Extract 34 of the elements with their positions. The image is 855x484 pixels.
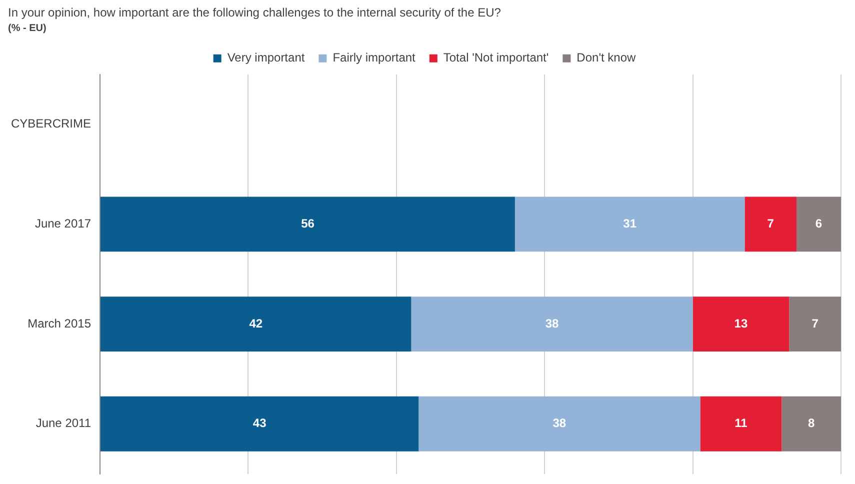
data-label: 7: [767, 216, 774, 230]
legend-label: Total 'Not important': [443, 50, 549, 65]
data-label: 31: [623, 216, 637, 230]
bar: [100, 396, 419, 452]
data-label: 43: [252, 416, 267, 430]
bar: [418, 396, 700, 452]
y-tick-label: June 2011: [36, 416, 92, 430]
legend-label: Fairly important: [332, 50, 416, 65]
data-label: 42: [249, 316, 263, 330]
chart-subtitle: (% - EU): [8, 23, 46, 34]
legend-label: Very important: [227, 50, 306, 65]
y-tick-label: June 2017: [34, 216, 92, 230]
bar: [700, 396, 782, 452]
data-label: 8: [808, 416, 816, 430]
chart-title: In your opinion, how important are the following challenges to the internal security of the EU?: [8, 6, 502, 20]
bar: [692, 296, 790, 352]
legend-label: Don't know: [576, 50, 636, 65]
bar: [514, 196, 745, 252]
bar: [782, 396, 841, 452]
bar: [796, 196, 841, 252]
data-label: 38: [545, 316, 560, 330]
data-label: 56: [301, 216, 315, 230]
bar: [100, 296, 412, 352]
y-tick-label: March 2015: [28, 316, 92, 330]
data-label: 11: [734, 416, 748, 430]
data-label: 6: [815, 216, 822, 230]
bar: [744, 196, 797, 252]
y-tick-label: CYBERCRIME: [10, 116, 92, 131]
data-label: 7: [812, 316, 819, 330]
bar: [100, 196, 515, 252]
data-label: 38: [552, 416, 566, 430]
bar: [789, 296, 841, 352]
data-label: 13: [734, 316, 748, 330]
bar: [411, 296, 693, 352]
